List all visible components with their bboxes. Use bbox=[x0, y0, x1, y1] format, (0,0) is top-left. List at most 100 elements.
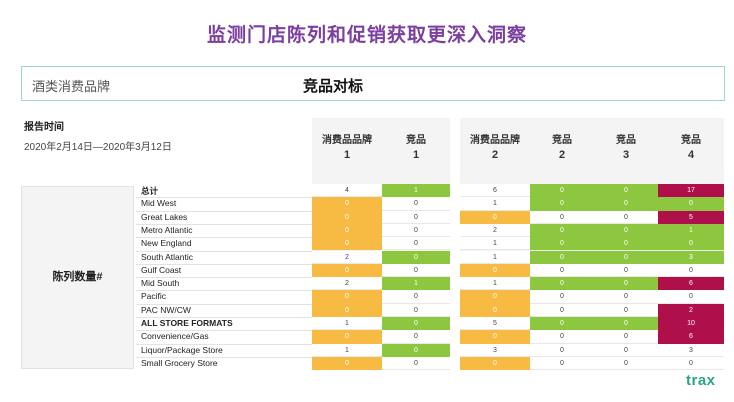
data-cell: 0 bbox=[594, 223, 658, 238]
row-separator bbox=[136, 330, 312, 332]
col-num: 1 bbox=[412, 149, 420, 161]
report-period-date: 2020年2月14日—2020年3月12日 bbox=[24, 142, 172, 153]
data-cell: 3 bbox=[658, 250, 724, 264]
data-cell: 0 bbox=[530, 250, 594, 264]
data-cell: 6 bbox=[658, 330, 724, 344]
data-cell: 0 bbox=[382, 343, 450, 357]
data-cell: 0 bbox=[460, 290, 530, 304]
col-head-1: 竞品 1 bbox=[382, 133, 450, 163]
data-cell: 1 bbox=[658, 223, 724, 238]
data-cell: 1 bbox=[382, 277, 450, 291]
data-cell: 17 bbox=[658, 184, 724, 198]
data-cell: 0 bbox=[594, 250, 658, 264]
col-num: 2 bbox=[558, 149, 566, 161]
metric-box bbox=[21, 186, 134, 369]
col-name: 竞品 bbox=[552, 135, 572, 146]
data-cell: 0 bbox=[594, 184, 658, 198]
data-cell: 0 bbox=[312, 237, 382, 251]
data-cell: 0 bbox=[382, 223, 450, 238]
data-cell: 0 bbox=[382, 197, 450, 211]
data-cell: 0 bbox=[530, 330, 594, 344]
col-num: 3 bbox=[622, 149, 630, 161]
col-name: 消费品品牌 bbox=[470, 135, 520, 146]
row-separator bbox=[136, 317, 312, 318]
data-cell: 0 bbox=[594, 197, 658, 211]
row-separator bbox=[136, 277, 312, 279]
data-cell: 0 bbox=[312, 290, 382, 304]
row-label: Metro Atlantic bbox=[141, 224, 193, 235]
row-label: New England bbox=[141, 238, 192, 249]
data-cell: 2 bbox=[460, 223, 530, 238]
row-separator bbox=[136, 197, 312, 199]
data-cell: 1 bbox=[312, 343, 382, 357]
data-cell: 2 bbox=[312, 250, 382, 264]
row-label: Pacific bbox=[141, 291, 167, 302]
row-label: Liquor/Package Store bbox=[141, 344, 223, 355]
row-separator bbox=[136, 303, 312, 305]
col-head-5: 竞品 4 bbox=[658, 133, 724, 163]
row-label: ALL STORE FORMATS bbox=[141, 318, 233, 328]
data-cell: 2 bbox=[312, 277, 382, 291]
row-label: South Atlantic bbox=[141, 251, 193, 262]
row-separator bbox=[136, 210, 312, 212]
data-cell: 0 bbox=[460, 356, 530, 371]
data-cell: 0 bbox=[312, 223, 382, 238]
header-bar bbox=[21, 66, 725, 101]
metric-label: 陈列数量# bbox=[52, 271, 103, 283]
row-separator bbox=[136, 356, 312, 358]
data-cell: 0 bbox=[312, 303, 382, 317]
report-period-label: 报告时间 bbox=[24, 122, 64, 133]
data-cell: 0 bbox=[312, 263, 382, 278]
row-label: PAC NW/CW bbox=[141, 304, 191, 315]
data-cell: 0 bbox=[594, 237, 658, 251]
col-name: 竞品 bbox=[616, 135, 636, 146]
data-cell: 2 bbox=[658, 303, 724, 317]
data-cell: 0 bbox=[594, 356, 658, 371]
data-cell: 0 bbox=[382, 330, 450, 344]
data-cell: 0 bbox=[530, 317, 594, 331]
benchmark-label: 竞品对标 bbox=[303, 78, 364, 95]
col-head-3: 竞品 2 bbox=[530, 133, 594, 163]
data-cell: 0 bbox=[530, 290, 594, 304]
data-cell: 10 bbox=[658, 317, 724, 331]
row-label: Great Lakes bbox=[141, 211, 188, 222]
data-cell: 0 bbox=[530, 184, 594, 198]
row-separator bbox=[136, 250, 312, 252]
data-cell: 6 bbox=[658, 277, 724, 291]
data-cell: 0 bbox=[312, 356, 382, 371]
row-separator bbox=[136, 343, 312, 345]
row-separator bbox=[136, 290, 312, 292]
col-name: 消费品品牌 bbox=[322, 135, 372, 146]
data-cell: 0 bbox=[382, 317, 450, 331]
data-cell: 0 bbox=[460, 263, 530, 278]
page-title: 监测门店陈列和促销获取更深入洞察 bbox=[206, 25, 527, 46]
data-cell: 0 bbox=[658, 263, 724, 278]
data-cell: 0 bbox=[382, 356, 450, 371]
row-label: Small Grocery Store bbox=[141, 357, 218, 368]
data-cell: 0 bbox=[658, 237, 724, 251]
data-cell: 0 bbox=[460, 330, 530, 344]
col-num: 2 bbox=[491, 149, 499, 161]
data-cell: 0 bbox=[312, 330, 382, 344]
category-label: 酒类消费品牌 bbox=[32, 79, 111, 94]
col-name: 竞品 bbox=[406, 135, 426, 146]
data-cell: 0 bbox=[530, 343, 594, 357]
data-cell: 0 bbox=[658, 197, 724, 211]
data-cell: 1 bbox=[312, 317, 382, 331]
data-cell: 0 bbox=[382, 290, 450, 304]
row-separator bbox=[136, 223, 312, 225]
col-num: 4 bbox=[687, 149, 695, 161]
row-label: Gulf Coast bbox=[141, 264, 182, 275]
data-cell: 0 bbox=[530, 263, 594, 278]
row-label: Mid South bbox=[141, 278, 180, 289]
col-num: 1 bbox=[343, 149, 351, 161]
col-head-0: 消费品品牌 1 bbox=[312, 133, 382, 163]
data-cell: 0 bbox=[530, 223, 594, 238]
data-cell: 0 bbox=[530, 303, 594, 317]
data-cell: 0 bbox=[594, 303, 658, 317]
row-label: Mid West bbox=[141, 198, 177, 209]
data-cell: 4 bbox=[312, 184, 382, 198]
data-cell: 0 bbox=[530, 237, 594, 251]
data-cell: 1 bbox=[460, 197, 530, 211]
data-cell: 5 bbox=[658, 210, 724, 224]
